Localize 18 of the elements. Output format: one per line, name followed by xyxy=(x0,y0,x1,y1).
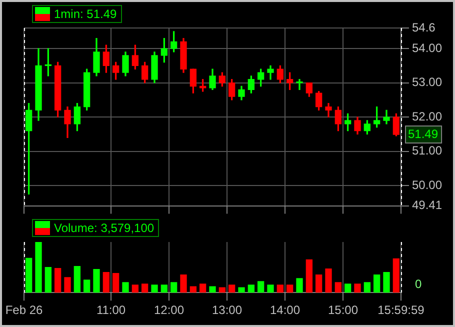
x-tick-label: Feb 26 xyxy=(5,303,44,318)
y-tick-label: 54.6 xyxy=(412,20,436,34)
x-tick-label: 15:59:59 xyxy=(378,303,425,318)
text: 51.49 xyxy=(408,126,438,141)
y-tick-label: 53.00 xyxy=(412,75,442,90)
chart-title: Volume: 3,579,100 xyxy=(54,221,154,235)
x-tick-label: 15:00 xyxy=(328,303,358,318)
x-tick-label: 12:00 xyxy=(154,303,184,318)
y-tick-label: 49.41 xyxy=(412,198,442,212)
y-tick-label: 54.00 xyxy=(412,40,442,55)
text: 0 xyxy=(415,276,422,291)
chart-title: 1min: 51.49 xyxy=(54,7,117,21)
x-tick-label: 13:00 xyxy=(212,303,242,318)
y-tick-label: 52.00 xyxy=(412,109,442,124)
y-tick-label: 50.00 xyxy=(412,178,442,192)
x-tick-label: 14:00 xyxy=(270,303,300,318)
x-tick-label: 11:00 xyxy=(96,303,126,318)
y-tick-label: 51.00 xyxy=(412,144,442,158)
